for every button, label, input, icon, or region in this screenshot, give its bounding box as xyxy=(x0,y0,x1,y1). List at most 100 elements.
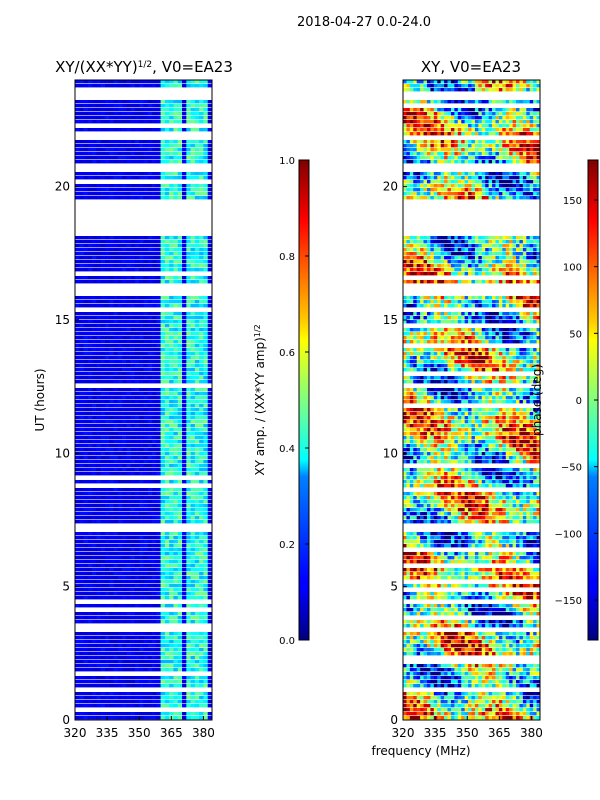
heatmap-cell xyxy=(173,612,179,616)
heatmap-cell xyxy=(79,388,84,392)
heatmap-cell xyxy=(79,480,84,484)
heatmap-cell xyxy=(177,100,183,104)
heatmap-cell xyxy=(207,148,213,152)
heatmap-cell xyxy=(420,684,424,688)
heatmap-cell xyxy=(492,696,496,700)
heatmap-cell xyxy=(182,676,187,680)
heatmap-cell xyxy=(147,532,153,536)
heatmap-cell xyxy=(199,336,204,340)
heatmap-cell xyxy=(512,700,517,704)
heatmap-cell xyxy=(143,244,149,248)
heatmap-cell xyxy=(152,520,157,524)
heatmap-cell xyxy=(139,548,144,552)
heatmap-cell xyxy=(488,608,493,612)
heatmap-cell xyxy=(423,640,428,644)
heatmap-cell xyxy=(426,672,431,676)
heatmap-cell xyxy=(505,644,510,648)
heatmap-cell xyxy=(516,648,520,652)
heatmap-cell xyxy=(143,424,149,428)
heatmap-cell xyxy=(113,656,119,660)
heatmap-cell xyxy=(186,640,191,644)
heatmap-cell xyxy=(122,408,127,412)
heatmap-cell xyxy=(450,668,455,672)
heatmap-cell xyxy=(117,428,123,432)
heatmap-cell xyxy=(92,532,97,536)
heatmap-cell xyxy=(522,652,527,656)
heatmap-cell xyxy=(173,268,179,272)
heatmap-cell xyxy=(516,640,520,644)
heatmap-cell xyxy=(75,548,80,552)
heatmap-cell xyxy=(203,344,209,348)
heatmap-cell xyxy=(92,156,97,160)
heatmap-cell xyxy=(139,156,144,160)
heatmap-cell xyxy=(186,704,191,708)
heatmap-cell xyxy=(533,636,537,640)
heatmap-cell xyxy=(143,420,149,424)
heatmap-cell xyxy=(519,676,524,680)
heatmap-cell xyxy=(134,156,140,160)
heatmap-cell xyxy=(173,128,179,132)
heatmap-cell xyxy=(516,708,520,712)
heatmap-cell xyxy=(194,432,200,436)
heatmap-cell xyxy=(190,116,196,120)
heatmap-cell xyxy=(79,572,84,576)
heatmap-cell xyxy=(529,684,534,688)
heatmap-cell xyxy=(134,428,140,432)
heatmap-cell xyxy=(130,340,136,344)
heatmap-cell xyxy=(164,680,170,684)
heatmap-cell xyxy=(203,84,209,88)
heatmap-cell xyxy=(169,128,174,132)
heatmap-cell xyxy=(447,716,452,720)
heatmap-cell xyxy=(109,424,114,428)
heatmap-cell xyxy=(109,348,114,352)
heatmap-cell xyxy=(199,400,204,404)
heatmap-cell xyxy=(152,148,157,152)
heatmap-cell xyxy=(79,584,84,588)
heatmap-cell xyxy=(75,324,80,328)
heatmap-cell xyxy=(420,692,424,696)
heatmap-cell xyxy=(488,668,493,672)
heatmap-cell xyxy=(139,304,144,308)
heatmap-cell xyxy=(83,80,89,84)
heatmap-cell xyxy=(164,456,170,460)
heatmap-cell xyxy=(130,716,136,720)
heatmap-cell xyxy=(461,668,465,672)
heatmap-cell xyxy=(207,496,213,500)
heatmap-cell xyxy=(113,172,119,176)
phase-rows xyxy=(403,80,541,720)
heatmap-cell xyxy=(104,560,110,564)
heatmap-cell xyxy=(199,692,204,696)
heatmap-cell xyxy=(113,440,119,444)
heatmap-cell xyxy=(160,172,166,176)
heatmap-cell xyxy=(122,456,127,460)
heatmap-cell xyxy=(420,700,424,704)
heatmap-cell xyxy=(152,712,157,716)
heatmap-cell xyxy=(416,632,421,636)
heatmap-cell xyxy=(156,80,161,84)
heatmap-cell xyxy=(177,540,183,544)
heatmap-cell xyxy=(502,632,507,636)
heatmap-cell xyxy=(96,540,101,544)
heatmap-cell xyxy=(122,252,127,256)
heatmap-cell xyxy=(75,328,80,332)
heatmap-cell xyxy=(147,368,153,372)
heatmap-cell xyxy=(173,656,179,660)
heatmap-cell xyxy=(164,496,170,500)
heatmap-cell xyxy=(492,624,496,628)
heatmap-cell xyxy=(100,668,106,672)
heatmap-cell xyxy=(186,584,191,588)
heatmap-cell xyxy=(156,412,161,416)
heatmap-cell xyxy=(169,420,174,424)
heatmap-cell xyxy=(536,712,541,716)
heatmap-cell xyxy=(471,668,476,672)
heatmap-cell xyxy=(194,520,200,524)
heatmap-cell xyxy=(75,676,80,680)
heatmap-cell xyxy=(468,712,472,716)
heatmap-cell xyxy=(75,184,80,188)
heatmap-cell xyxy=(502,676,507,680)
heatmap-cell xyxy=(203,392,209,396)
heatmap-cell xyxy=(190,424,196,428)
heatmap-cell xyxy=(92,676,97,680)
heatmap-cell xyxy=(130,540,136,544)
heatmap-cell xyxy=(199,660,204,664)
